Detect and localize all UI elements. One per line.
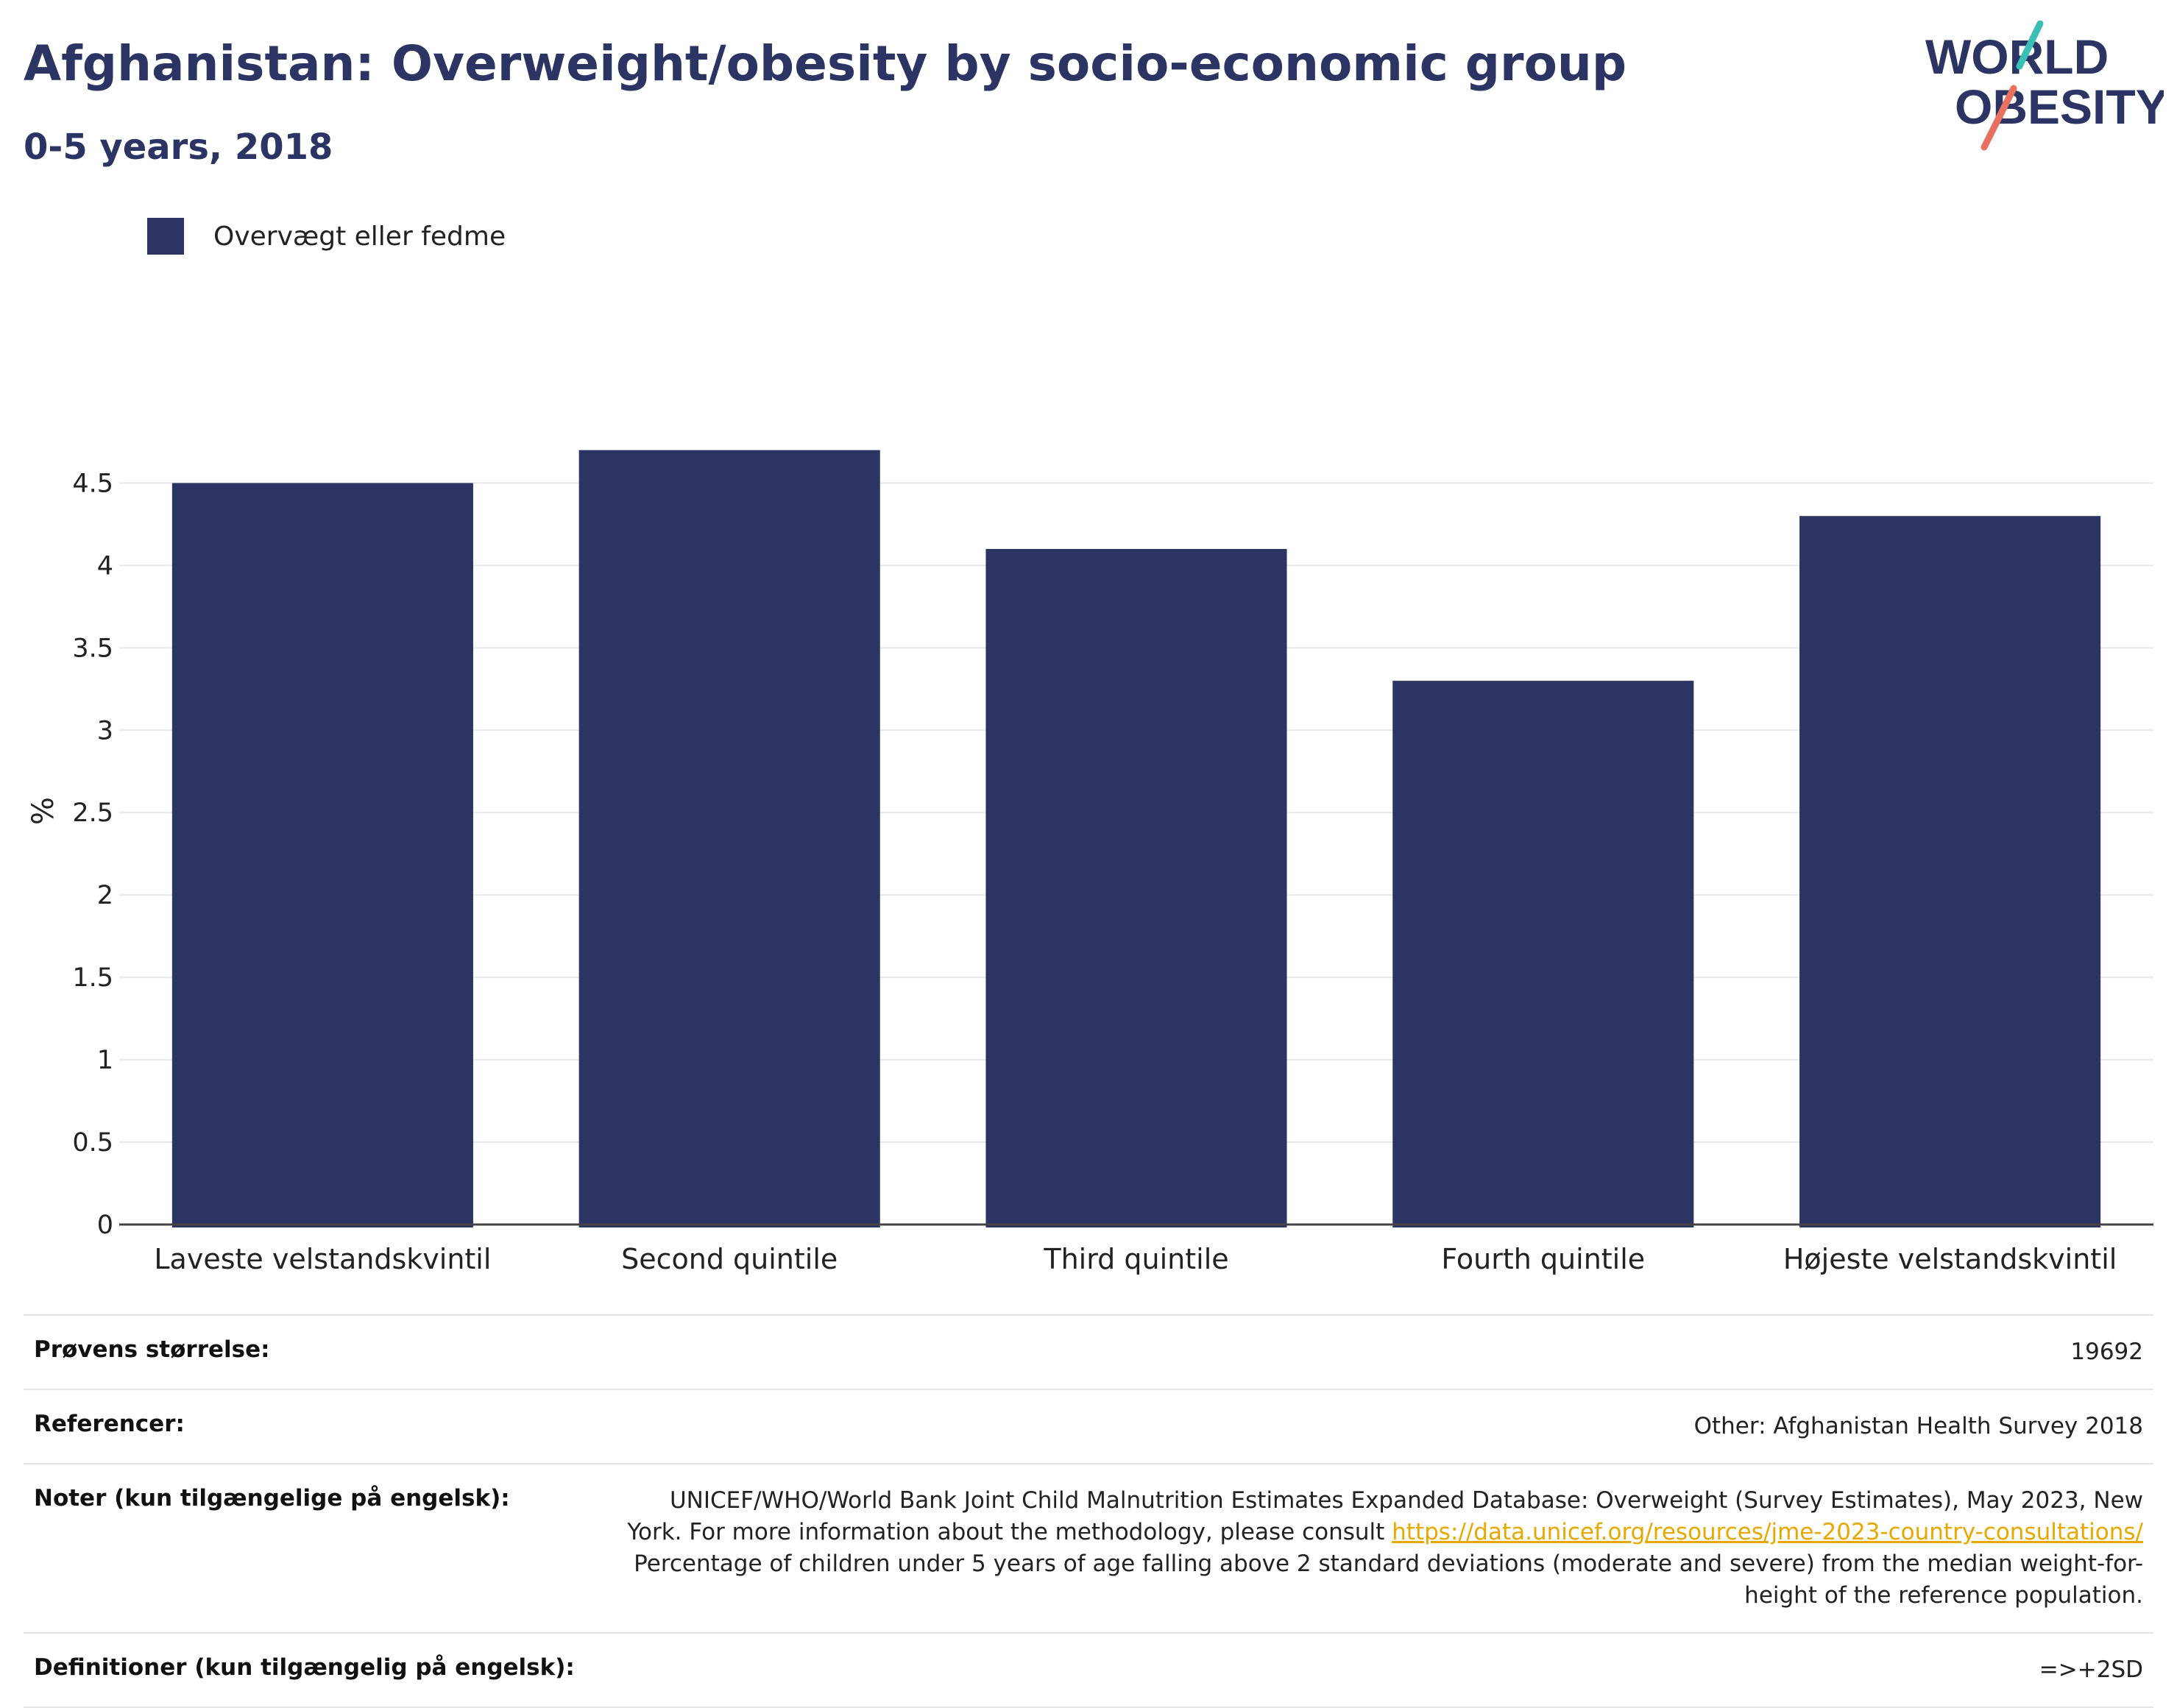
notes-link[interactable]: https://data.unicef.org/resources/jme-20…	[1392, 1519, 2143, 1545]
notes-text-1: UNICEF/WHO/World Bank Joint Child Malnut…	[627, 1487, 2143, 1545]
x-tick-label: Third quintile	[1043, 1243, 1228, 1275]
x-tick-label: Second quintile	[621, 1243, 838, 1275]
sample-size-value: 19692	[2070, 1339, 2143, 1365]
bar	[985, 548, 1287, 1227]
bar	[1799, 516, 2101, 1227]
y-tick-label: 3	[97, 716, 113, 745]
x-tick-label: Højeste velstandskvintil	[1783, 1243, 2117, 1275]
metadata-table: Prøvens størrelse: 19692 Referencer: Oth…	[24, 1314, 2153, 1708]
y-tick-label: 4.5	[72, 469, 113, 498]
legend[interactable]: Overvægt eller fedme	[147, 218, 506, 255]
definitions-value: =>+2SD	[2039, 1656, 2143, 1683]
notes-label: Noter (kun tilgængelige på engelsk):	[34, 1485, 510, 1512]
y-tick-label: 2	[97, 881, 113, 910]
y-tick-label: 3.5	[72, 634, 113, 663]
bar	[578, 450, 880, 1227]
logo-line-obesity: OBESITY	[1955, 79, 2164, 134]
definitions-label: Definitioner (kun tilgængelig på engelsk…	[34, 1654, 575, 1681]
x-tick-label: Fourth quintile	[1441, 1243, 1645, 1275]
bar	[1392, 681, 1694, 1227]
bar-chart: 0 0.5 1 1.5 2 2.5 3 3.5 4 4.5 Laveste velstandskvi…	[26, 450, 2153, 1275]
meta-row-references: Referencer: Other: Afghanistan Health Su…	[24, 1389, 2153, 1463]
logo-slash-teal	[2016, 21, 2044, 70]
chart-title: Afghanistan: Overweight/obesity by socio…	[24, 35, 1627, 92]
meta-row-notes: Noter (kun tilgængelige på engelsk): UNI…	[24, 1463, 2153, 1632]
meta-row-sample-size: Prøvens størrelse: 19692	[24, 1314, 2153, 1389]
notes-text-2: Percentage of children under 5 years of …	[634, 1551, 2143, 1609]
bar	[171, 483, 473, 1227]
meta-row-definitions: Definitioner (kun tilgængelig på engelsk…	[24, 1632, 2153, 1708]
y-tick-label: 0.5	[72, 1128, 113, 1158]
y-tick-label: 1.5	[72, 963, 113, 993]
world-obesity-logo: WORLD OBESITY	[1925, 21, 2164, 151]
chart-subtitle: 0-5 years, 2018	[24, 127, 333, 168]
references-value: Other: Afghanistan Health Survey 2018	[1693, 1413, 2143, 1439]
legend-swatch	[147, 218, 184, 255]
y-tick-label: 4	[97, 551, 113, 581]
sample-size-label: Prøvens størrelse:	[34, 1336, 270, 1363]
y-tick-label: 2.5	[72, 798, 113, 828]
notes-value: UNICEF/WHO/World Bank Joint Child Malnut…	[612, 1485, 2143, 1612]
x-tick-label: Laveste velstandskvintil	[154, 1243, 491, 1275]
logo-slash-coral	[1980, 85, 2017, 151]
references-label: Referencer:	[34, 1411, 185, 1437]
y-axis-title: %	[26, 797, 60, 825]
legend-label: Overvægt eller fedme	[213, 221, 506, 252]
y-tick-label: 0	[97, 1211, 113, 1240]
y-tick-label: 1	[97, 1046, 113, 1075]
logo-line-world: WORLD	[1925, 29, 2109, 84]
